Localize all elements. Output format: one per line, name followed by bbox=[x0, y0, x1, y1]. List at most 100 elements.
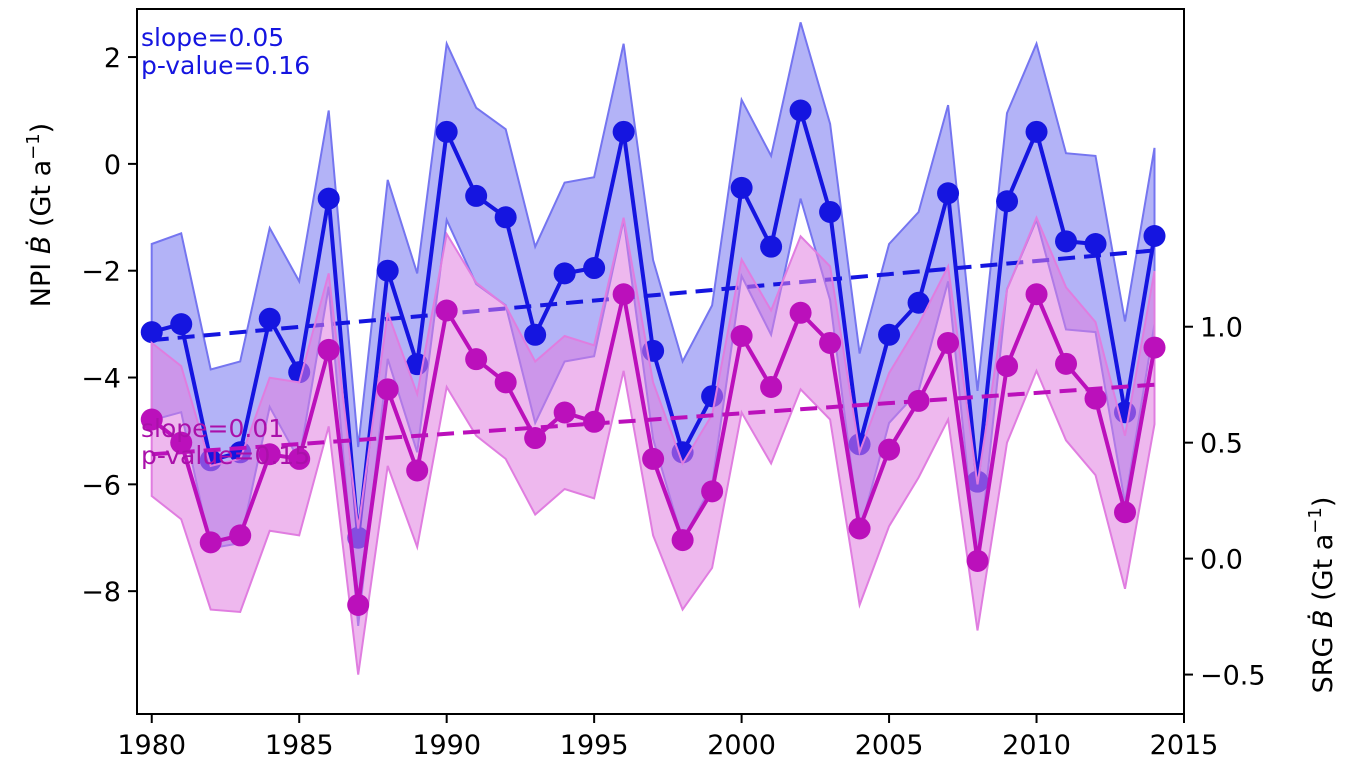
srg-data-point bbox=[170, 431, 193, 454]
srg-data-point bbox=[317, 338, 340, 361]
srg-series-group bbox=[140, 215, 1166, 675]
npi-data-point bbox=[730, 176, 753, 199]
srg-data-point bbox=[642, 447, 665, 470]
srg-data-point bbox=[583, 410, 606, 433]
x-tick-label: 1980 bbox=[117, 730, 186, 761]
npi-data-point bbox=[553, 262, 576, 285]
srg-data-point bbox=[494, 371, 517, 394]
left-y-label-close: ) bbox=[26, 123, 57, 134]
x-tick-label: 2005 bbox=[855, 730, 924, 761]
srg-data-point bbox=[848, 517, 871, 540]
npi-data-point bbox=[937, 182, 960, 205]
srg-data-point bbox=[1143, 336, 1166, 359]
npi-data-point bbox=[170, 313, 193, 336]
srg-data-point bbox=[730, 324, 753, 347]
x-tick-label: 2015 bbox=[1150, 730, 1219, 761]
left-y-tick-label: 2 bbox=[104, 43, 121, 74]
npi-data-point bbox=[612, 120, 635, 143]
srg-data-point bbox=[524, 427, 547, 450]
srg-data-point bbox=[229, 524, 252, 547]
left-y-tick-label: 0 bbox=[104, 150, 121, 181]
npi-data-point bbox=[1055, 230, 1078, 253]
srg-data-point bbox=[258, 443, 281, 466]
right-y-tick-label: 0.0 bbox=[1200, 545, 1243, 576]
npi-data-point bbox=[789, 99, 812, 122]
srg-data-point bbox=[376, 378, 399, 401]
right-y-label-units: (Gt a bbox=[1308, 534, 1339, 601]
srg-data-point bbox=[288, 447, 311, 470]
srg-data-point bbox=[819, 331, 842, 354]
plot-frame bbox=[136, 8, 1185, 715]
npi-data-point bbox=[819, 200, 842, 223]
x-tick-label: 1985 bbox=[265, 730, 334, 761]
srg-data-point bbox=[1084, 387, 1107, 410]
srg-data-point bbox=[996, 355, 1019, 378]
left-y-label-units: (Gt a bbox=[26, 160, 57, 227]
srg-data-point bbox=[701, 480, 724, 503]
srg-data-point bbox=[671, 529, 694, 552]
srg-data-point bbox=[1114, 501, 1137, 524]
srg-data-point bbox=[760, 376, 783, 399]
srg-data-point bbox=[435, 299, 458, 322]
npi-data-point bbox=[317, 187, 340, 210]
right-y-axis-label: SRG Ḃ (Gt a−1) bbox=[1305, 497, 1339, 694]
npi-data-point bbox=[1084, 233, 1107, 255]
srg-slope-annotation: slope=0.01 bbox=[141, 414, 284, 443]
npi-slope-annotation: slope=0.05 bbox=[141, 23, 284, 52]
right-y-label-close: ) bbox=[1308, 497, 1339, 508]
npi-data-point bbox=[878, 323, 901, 346]
npi-data-point bbox=[1025, 120, 1048, 143]
left-y-label-symbol: Ḃ bbox=[25, 236, 57, 255]
npi-data-point bbox=[1143, 224, 1166, 247]
srg-data-point bbox=[789, 301, 812, 324]
left-y-label-prefix: NPI bbox=[26, 263, 57, 307]
x-tick-label: 1990 bbox=[412, 730, 481, 761]
left-y-axis-label: NPI Ḃ (Gt a−1) bbox=[23, 123, 57, 307]
right-y-label-prefix: SRG bbox=[1308, 637, 1339, 694]
srg-data-point bbox=[199, 531, 222, 554]
srg-data-point bbox=[907, 389, 930, 412]
npi-data-point bbox=[907, 291, 930, 314]
srg-data-point bbox=[347, 594, 370, 617]
srg-data-point bbox=[937, 331, 960, 354]
npi-data-point bbox=[258, 307, 281, 330]
left-y-tick-label: −4 bbox=[81, 364, 121, 395]
right-y-tick-label: 1.0 bbox=[1200, 313, 1243, 344]
npi-data-point bbox=[996, 190, 1019, 213]
right-y-label-symbol: Ḃ bbox=[1307, 609, 1339, 628]
srg-trend-line bbox=[151, 382, 1155, 457]
npi-data-point bbox=[524, 323, 547, 346]
srg-data-point bbox=[406, 459, 429, 482]
npi-data-point bbox=[760, 235, 783, 258]
srg-data-point bbox=[465, 348, 488, 371]
npi-data-point bbox=[435, 120, 458, 143]
srg-data-point bbox=[966, 549, 989, 572]
npi-data-point bbox=[140, 321, 163, 344]
x-tick-label: 2000 bbox=[707, 730, 776, 761]
x-tick-label: 1995 bbox=[560, 730, 629, 761]
srg-pvalue-annotation: p-value=0.15 bbox=[141, 441, 310, 470]
left-y-tick-label: −2 bbox=[81, 257, 121, 288]
left-y-label-exponent: −1 bbox=[23, 133, 44, 160]
npi-data-point bbox=[376, 259, 399, 282]
x-axis-ticks: 1980 1985 1990 1995 2000 2005 2010 2015 bbox=[117, 714, 1218, 761]
x-tick-label: 2010 bbox=[1002, 730, 1071, 761]
npi-data-point bbox=[583, 257, 606, 280]
srg-data-point bbox=[1055, 352, 1078, 375]
right-y-label-exponent: −1 bbox=[1305, 507, 1326, 534]
srg-data-point bbox=[1025, 283, 1048, 306]
srg-data-point bbox=[553, 401, 576, 424]
srg-data-point bbox=[612, 283, 635, 306]
left-y-tick-label: −6 bbox=[81, 470, 121, 501]
right-y-tick-label: −0.5 bbox=[1200, 661, 1266, 692]
npi-data-point bbox=[494, 206, 517, 229]
srg-data-point bbox=[878, 438, 901, 461]
srg-uncertainty-band bbox=[150, 215, 1156, 675]
npi-pvalue-annotation: p-value=0.16 bbox=[141, 51, 310, 80]
left-y-axis-ticks: 2 0 −2 −4 −6 −8 bbox=[81, 43, 137, 608]
npi-data-point bbox=[465, 184, 488, 207]
right-y-tick-label: 0.5 bbox=[1200, 429, 1243, 460]
left-y-tick-label: −8 bbox=[81, 577, 121, 608]
right-y-axis-ticks: 1.0 0.5 0.0 −0.5 bbox=[1184, 313, 1266, 692]
